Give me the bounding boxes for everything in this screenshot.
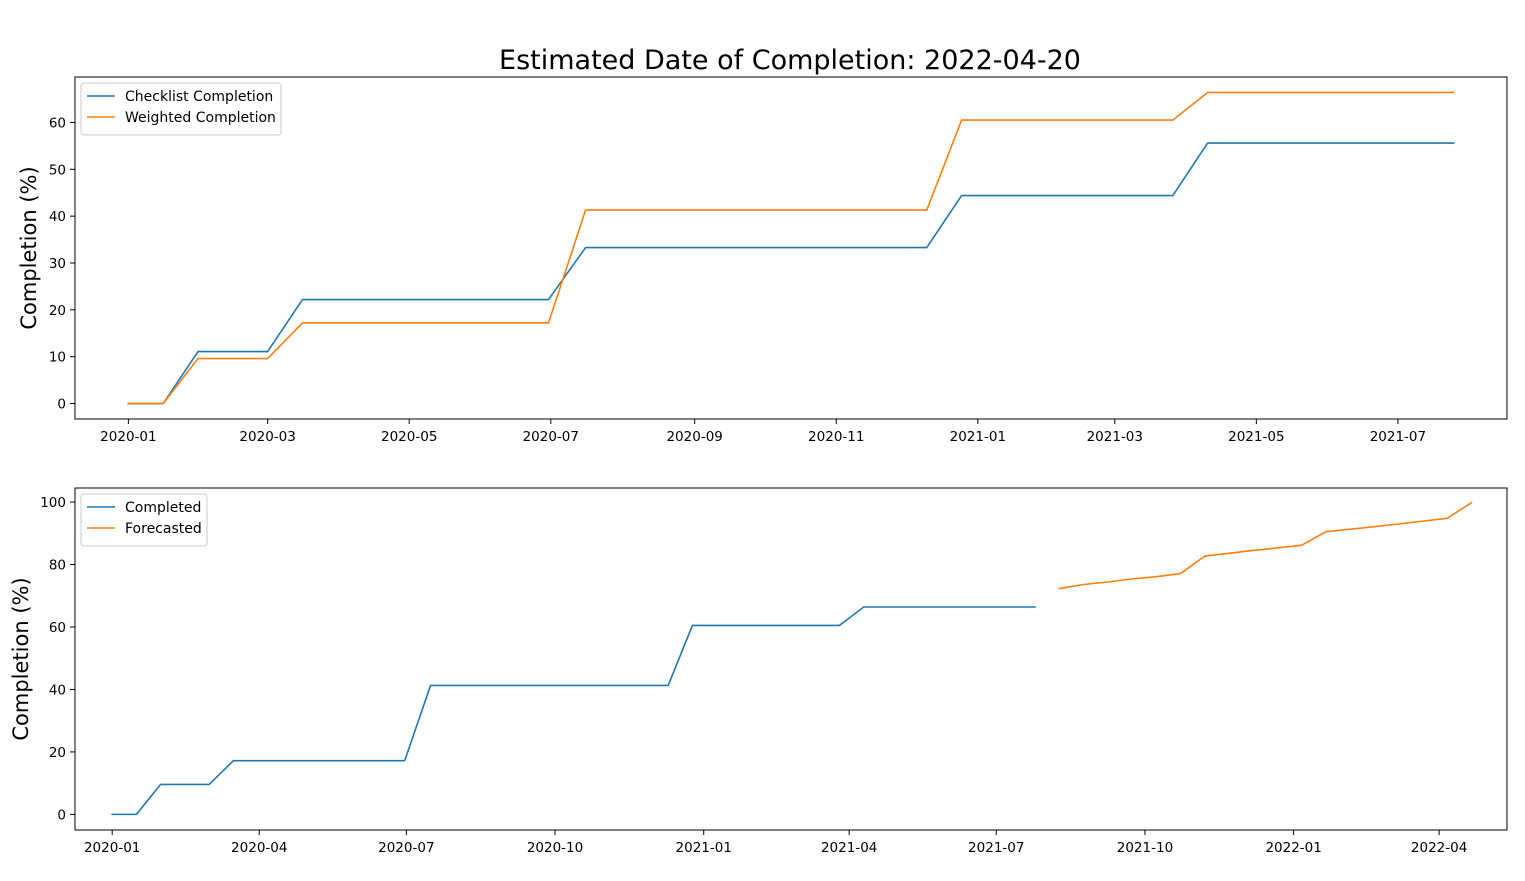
x-tick-label: 2021-03 [1087,429,1143,445]
y-tick-label: 20 [49,745,66,761]
y-tick-label: 30 [49,256,66,272]
x-tick-label: 2020-03 [239,429,295,445]
x-tick-label: 2020-11 [808,429,864,445]
x-tick-label: 2020-05 [381,429,437,445]
y-tick-label: 100 [40,495,66,511]
x-tick-label: 2021-10 [1117,840,1173,856]
x-tick-label: 2020-01 [100,429,156,445]
x-tick-label: 2020-10 [527,840,583,856]
legend-label: Forecasted [125,521,202,537]
y-tick-label: 20 [49,303,66,319]
series-line-2 [1058,501,1473,590]
y-tick-label: 10 [49,350,66,366]
legend-label: Weighted Completion [125,110,276,126]
x-tick-label: 2020-04 [231,840,287,856]
completion-forecast-chart: 2020-01 2020-04 2020-07 2020-10 2021-01 2021-… [9,487,1508,856]
x-tick-label: 2021-05 [1228,429,1284,445]
x-tick-label: 2021-01 [950,429,1006,445]
y-tick-label: 40 [49,682,66,698]
plot-frame [74,487,1508,831]
y-tick-label: 60 [49,620,66,636]
legend-box [80,82,282,136]
y-tick-label: 60 [49,115,66,131]
y-axis-label: Completion (%) [9,577,33,740]
x-tick-label: 2020-09 [666,429,722,445]
x-tick-label: 2021-01 [676,840,732,856]
y-tick-label: 80 [49,558,66,574]
y-axis-label: Completion (%) [17,166,41,329]
y-tick-label: 50 [49,162,66,178]
series-line-2 [127,91,1455,405]
x-tick-label: 2020-07 [523,429,579,445]
x-tick-label: 2020-01 [84,840,140,856]
y-tick-label: 0 [57,397,66,413]
plot-frame [74,76,1508,420]
x-tick-label: 2020-07 [378,840,434,856]
x-tick-label: 2022-01 [1265,840,1321,856]
figure-title: Estimated Date of Completion: 2022-04-20 [499,45,1081,76]
y-tick-label: 40 [49,209,66,225]
legend-label: Checklist Completion [125,89,273,105]
x-tick-label: 2021-07 [968,840,1024,856]
x-tick-label: 2021-04 [821,840,877,856]
series-line-1 [111,606,1036,816]
x-tick-label: 2022-04 [1411,840,1467,856]
series-line-1 [127,142,1455,405]
x-tick-label: 2021-07 [1370,429,1426,445]
completion-history-chart: 2020-01 2020-03 2020-05 2020-07 2020-09 2020-… [17,76,1508,445]
y-tick-label: 0 [57,807,66,823]
legend-label: Completed [125,500,201,516]
